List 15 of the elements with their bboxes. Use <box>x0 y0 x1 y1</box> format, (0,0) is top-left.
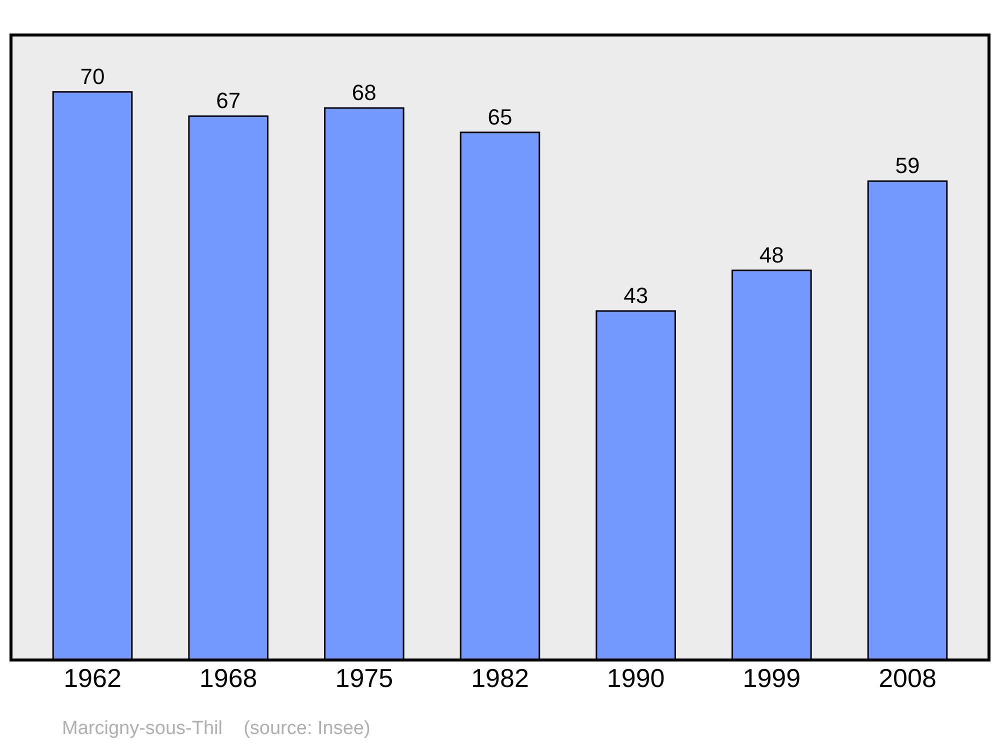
x-tick-label: 1962 <box>64 663 122 693</box>
data-label: 70 <box>80 64 105 89</box>
x-tick-label: 1990 <box>606 663 665 693</box>
data-label: 65 <box>488 104 512 130</box>
x-tick-label: 2008 <box>878 663 936 693</box>
data-label: 43 <box>624 282 648 308</box>
data-label: 48 <box>759 242 784 268</box>
text: Marcigny-sous-Thil (source: Insee) <box>62 718 370 739</box>
x-tick-label: 1982 <box>471 663 529 693</box>
data-label: 59 <box>895 153 920 178</box>
x-tick-label: 1975 <box>335 663 394 693</box>
x-tick-label: 1968 <box>199 663 258 693</box>
data-label: 67 <box>216 88 241 114</box>
data-label: 68 <box>352 80 376 106</box>
x-tick-label: 1999 <box>742 663 801 693</box>
